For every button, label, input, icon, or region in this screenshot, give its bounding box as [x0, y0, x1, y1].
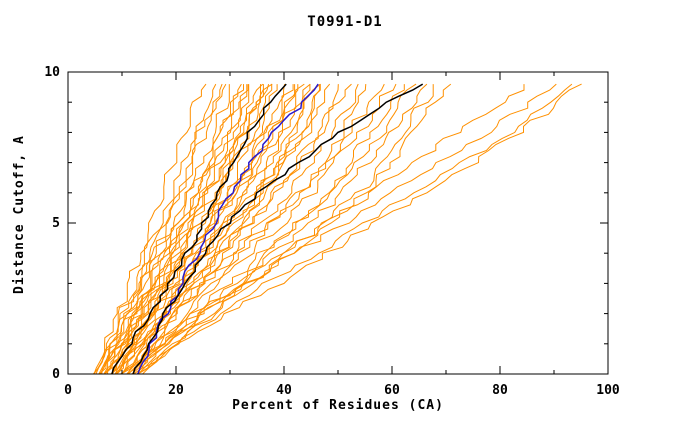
- series-line-model: [111, 84, 278, 375]
- series-line-model: [116, 83, 331, 375]
- series-line-model: [121, 83, 359, 375]
- series-line-model: [112, 84, 311, 375]
- x-tick-label: 20: [168, 383, 184, 398]
- series-line-model: [104, 84, 321, 375]
- series-line-highlight: [132, 83, 424, 375]
- series-line-model: [99, 83, 305, 375]
- series-line-highlight: [111, 83, 287, 375]
- series-line-model: [92, 83, 207, 375]
- series-line-model: [110, 83, 352, 375]
- series-line-model: [128, 83, 452, 375]
- x-tick-label: 40: [276, 383, 292, 398]
- series-line-model: [127, 83, 397, 375]
- series-line-model: [103, 84, 294, 375]
- series-line-model: [120, 83, 557, 375]
- x-tick-label: 80: [492, 383, 508, 398]
- series-line-model: [98, 84, 273, 375]
- series-line-model: [133, 83, 428, 375]
- series-line-model: [120, 83, 417, 375]
- x-tick-label: 0: [64, 383, 72, 398]
- y-tick-label: 10: [44, 65, 60, 80]
- chart-title: T0991-D1: [307, 14, 383, 30]
- series-line-model: [137, 84, 321, 375]
- series-line-model: [99, 84, 230, 375]
- x-tick-label: 100: [596, 383, 620, 398]
- series-line-model: [114, 84, 296, 375]
- series-line-model: [133, 83, 582, 375]
- series-line-model: [137, 83, 573, 375]
- series-line-model: [110, 83, 264, 375]
- x-axis-label: Percent of Residues (CA): [232, 398, 444, 413]
- series-line-model: [136, 84, 434, 375]
- y-tick-label: 0: [52, 367, 60, 382]
- series-line-model: [103, 84, 248, 375]
- series-line-model: [131, 84, 299, 375]
- y-tick-label: 5: [52, 216, 60, 231]
- series-line-model: [107, 83, 227, 374]
- series-line-model: [115, 83, 385, 375]
- series-line-model: [98, 84, 250, 375]
- x-tick-label: 60: [384, 383, 400, 398]
